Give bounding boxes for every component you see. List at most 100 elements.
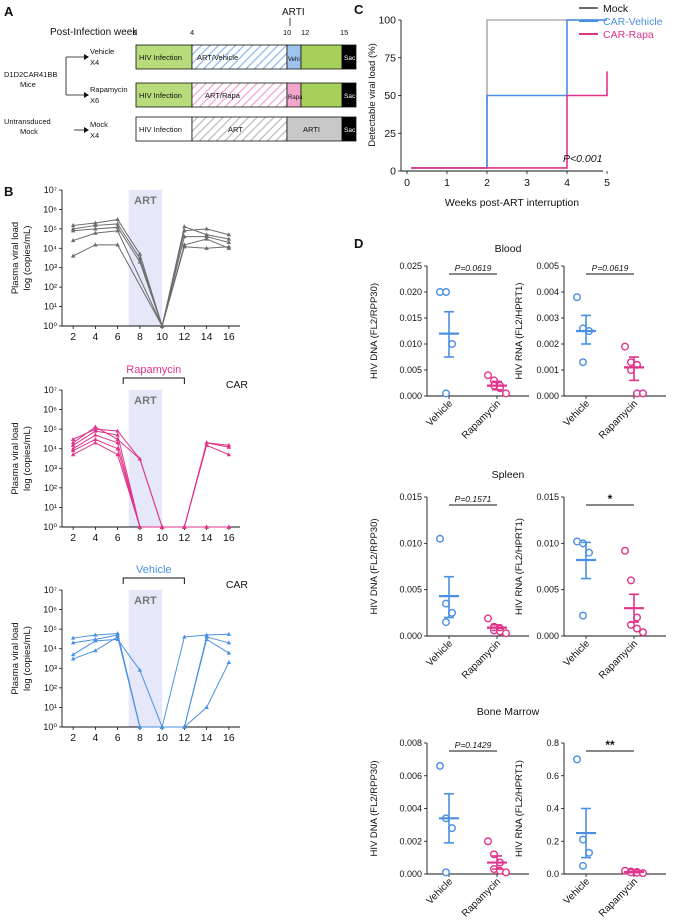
series-line	[72, 442, 229, 528]
legend-car-vehicle: CAR-Vehicle	[603, 16, 663, 28]
data-point	[93, 648, 98, 653]
data-point	[226, 452, 232, 457]
data-point	[484, 837, 493, 846]
x-tick-label: 2	[70, 732, 76, 744]
panel-letter-d: D	[354, 236, 363, 251]
group-label: CAR	[226, 379, 249, 391]
x-tick-label: 14	[201, 532, 213, 544]
data-point	[159, 524, 165, 529]
y-tick-label: 10⁰	[43, 321, 57, 331]
c-pvalue: P<0.001	[563, 153, 602, 165]
data-point	[93, 440, 98, 445]
panel-letter-b: B	[4, 184, 13, 199]
y-tick-label: 0.004	[536, 287, 559, 297]
data-point	[633, 624, 642, 633]
x-tick-label: 6	[115, 532, 121, 544]
y-axis-label: HIV RNA (FL2/HPRT1)	[514, 283, 525, 380]
data-point	[182, 724, 187, 729]
panel-letter-c: C	[354, 2, 364, 17]
y-axis-label-2: log (copies/mL)	[22, 426, 33, 491]
y-axis-label: Plasma viral load	[10, 422, 21, 494]
y-tick-label: 0.005	[399, 585, 422, 595]
series-line	[73, 219, 229, 328]
data-point	[484, 371, 493, 380]
data-point	[226, 650, 232, 655]
y-tick-label: 10⁷	[44, 385, 57, 395]
art-band-label: ART	[134, 395, 157, 407]
blood-rna-plot: 0.000 0.001 0.002 0.003 0.004 0.005 Vehicle Rap…	[514, 261, 666, 441]
art-shading	[128, 190, 163, 326]
segment-rapa: Rapa	[288, 95, 303, 101]
spleen-rna-plot: 0.000 0.005 0.010 0.015 Vehicle Rapamycin HIV …	[514, 492, 666, 681]
segment-sac: Sac	[344, 55, 356, 62]
treatment-label: Vehicle	[136, 564, 171, 576]
data-point	[115, 228, 120, 233]
data-point	[502, 868, 511, 877]
data-point	[70, 238, 76, 243]
segment-sac: Sac	[344, 127, 356, 134]
data-point	[70, 228, 76, 233]
data-point	[621, 342, 630, 351]
data-point	[70, 442, 76, 447]
data-point	[115, 440, 120, 445]
x-tick-label: Vehicle	[562, 398, 593, 429]
y-tick-label: 0.4	[546, 804, 559, 814]
x-tick-label: 6	[115, 732, 121, 744]
data-point	[436, 761, 445, 770]
art-band-label: ART	[134, 195, 157, 207]
series-line	[73, 226, 230, 328]
segment-hiv-infection: HIV Infection	[139, 91, 182, 100]
x-tick-label: 16	[223, 331, 235, 343]
week-tick-0: 0	[133, 28, 137, 37]
y-tick-label: 0.025	[399, 261, 422, 271]
d-title-blood: Blood	[495, 243, 522, 255]
data-point	[204, 234, 209, 239]
data-point	[436, 534, 445, 543]
timeline-mock: HIV Infection ART ARTI Sac	[135, 116, 357, 142]
data-point	[93, 223, 98, 228]
significance-label: *	[608, 492, 613, 506]
data-point	[93, 230, 98, 235]
week-tick-4: 4	[190, 28, 194, 37]
x-tick-label: Rapamycin	[460, 876, 503, 919]
y-tick-label: 10¹	[44, 502, 57, 512]
arm-vehicle-name: Vehicle	[90, 47, 114, 56]
data-point	[70, 452, 76, 457]
data-point	[204, 442, 209, 447]
significance-label: P=0.0619	[592, 263, 629, 273]
data-point	[226, 232, 232, 237]
data-point	[93, 226, 98, 231]
y-tick-label: 10⁶	[43, 405, 57, 415]
mice-label-2: Mice	[20, 80, 36, 89]
x-tick-label: 8	[137, 532, 143, 544]
x-tick-label: Vehicle	[562, 638, 593, 669]
data-point	[204, 524, 209, 529]
x-tick-label: 14	[201, 732, 213, 744]
mock-mice-label: Mock	[20, 127, 38, 136]
group-label: CAR	[226, 579, 249, 591]
x-tick-label: 12	[179, 732, 191, 744]
data-point	[115, 217, 120, 222]
y-tick-label: 10⁷	[44, 185, 57, 195]
data-point	[182, 224, 187, 229]
x-tick-label: 4	[564, 177, 570, 189]
x-tick-label: 4	[92, 732, 98, 744]
week-tick-10: 10	[283, 28, 291, 37]
segment-art: ART	[228, 125, 243, 134]
data-point	[627, 576, 636, 585]
data-point	[182, 234, 187, 239]
x-tick-label: Vehicle	[425, 876, 456, 907]
y-tick-label: 10²	[44, 483, 57, 493]
significance-label: P=0.1571	[455, 494, 492, 504]
y-tick-label: 0.010	[536, 538, 559, 548]
y-axis-label: Plasma viral load	[10, 222, 21, 294]
y-tick-label: 0.002	[536, 339, 559, 349]
y-tick-label: 0.004	[399, 804, 422, 814]
data-point	[226, 444, 232, 449]
y-tick-label: 10³	[44, 663, 57, 673]
data-point	[137, 259, 143, 264]
y-tick-label: 50	[384, 90, 396, 102]
significance-label: P=0.0619	[455, 263, 492, 273]
y-tick-label: 10⁴	[43, 444, 57, 454]
data-point	[93, 220, 98, 225]
